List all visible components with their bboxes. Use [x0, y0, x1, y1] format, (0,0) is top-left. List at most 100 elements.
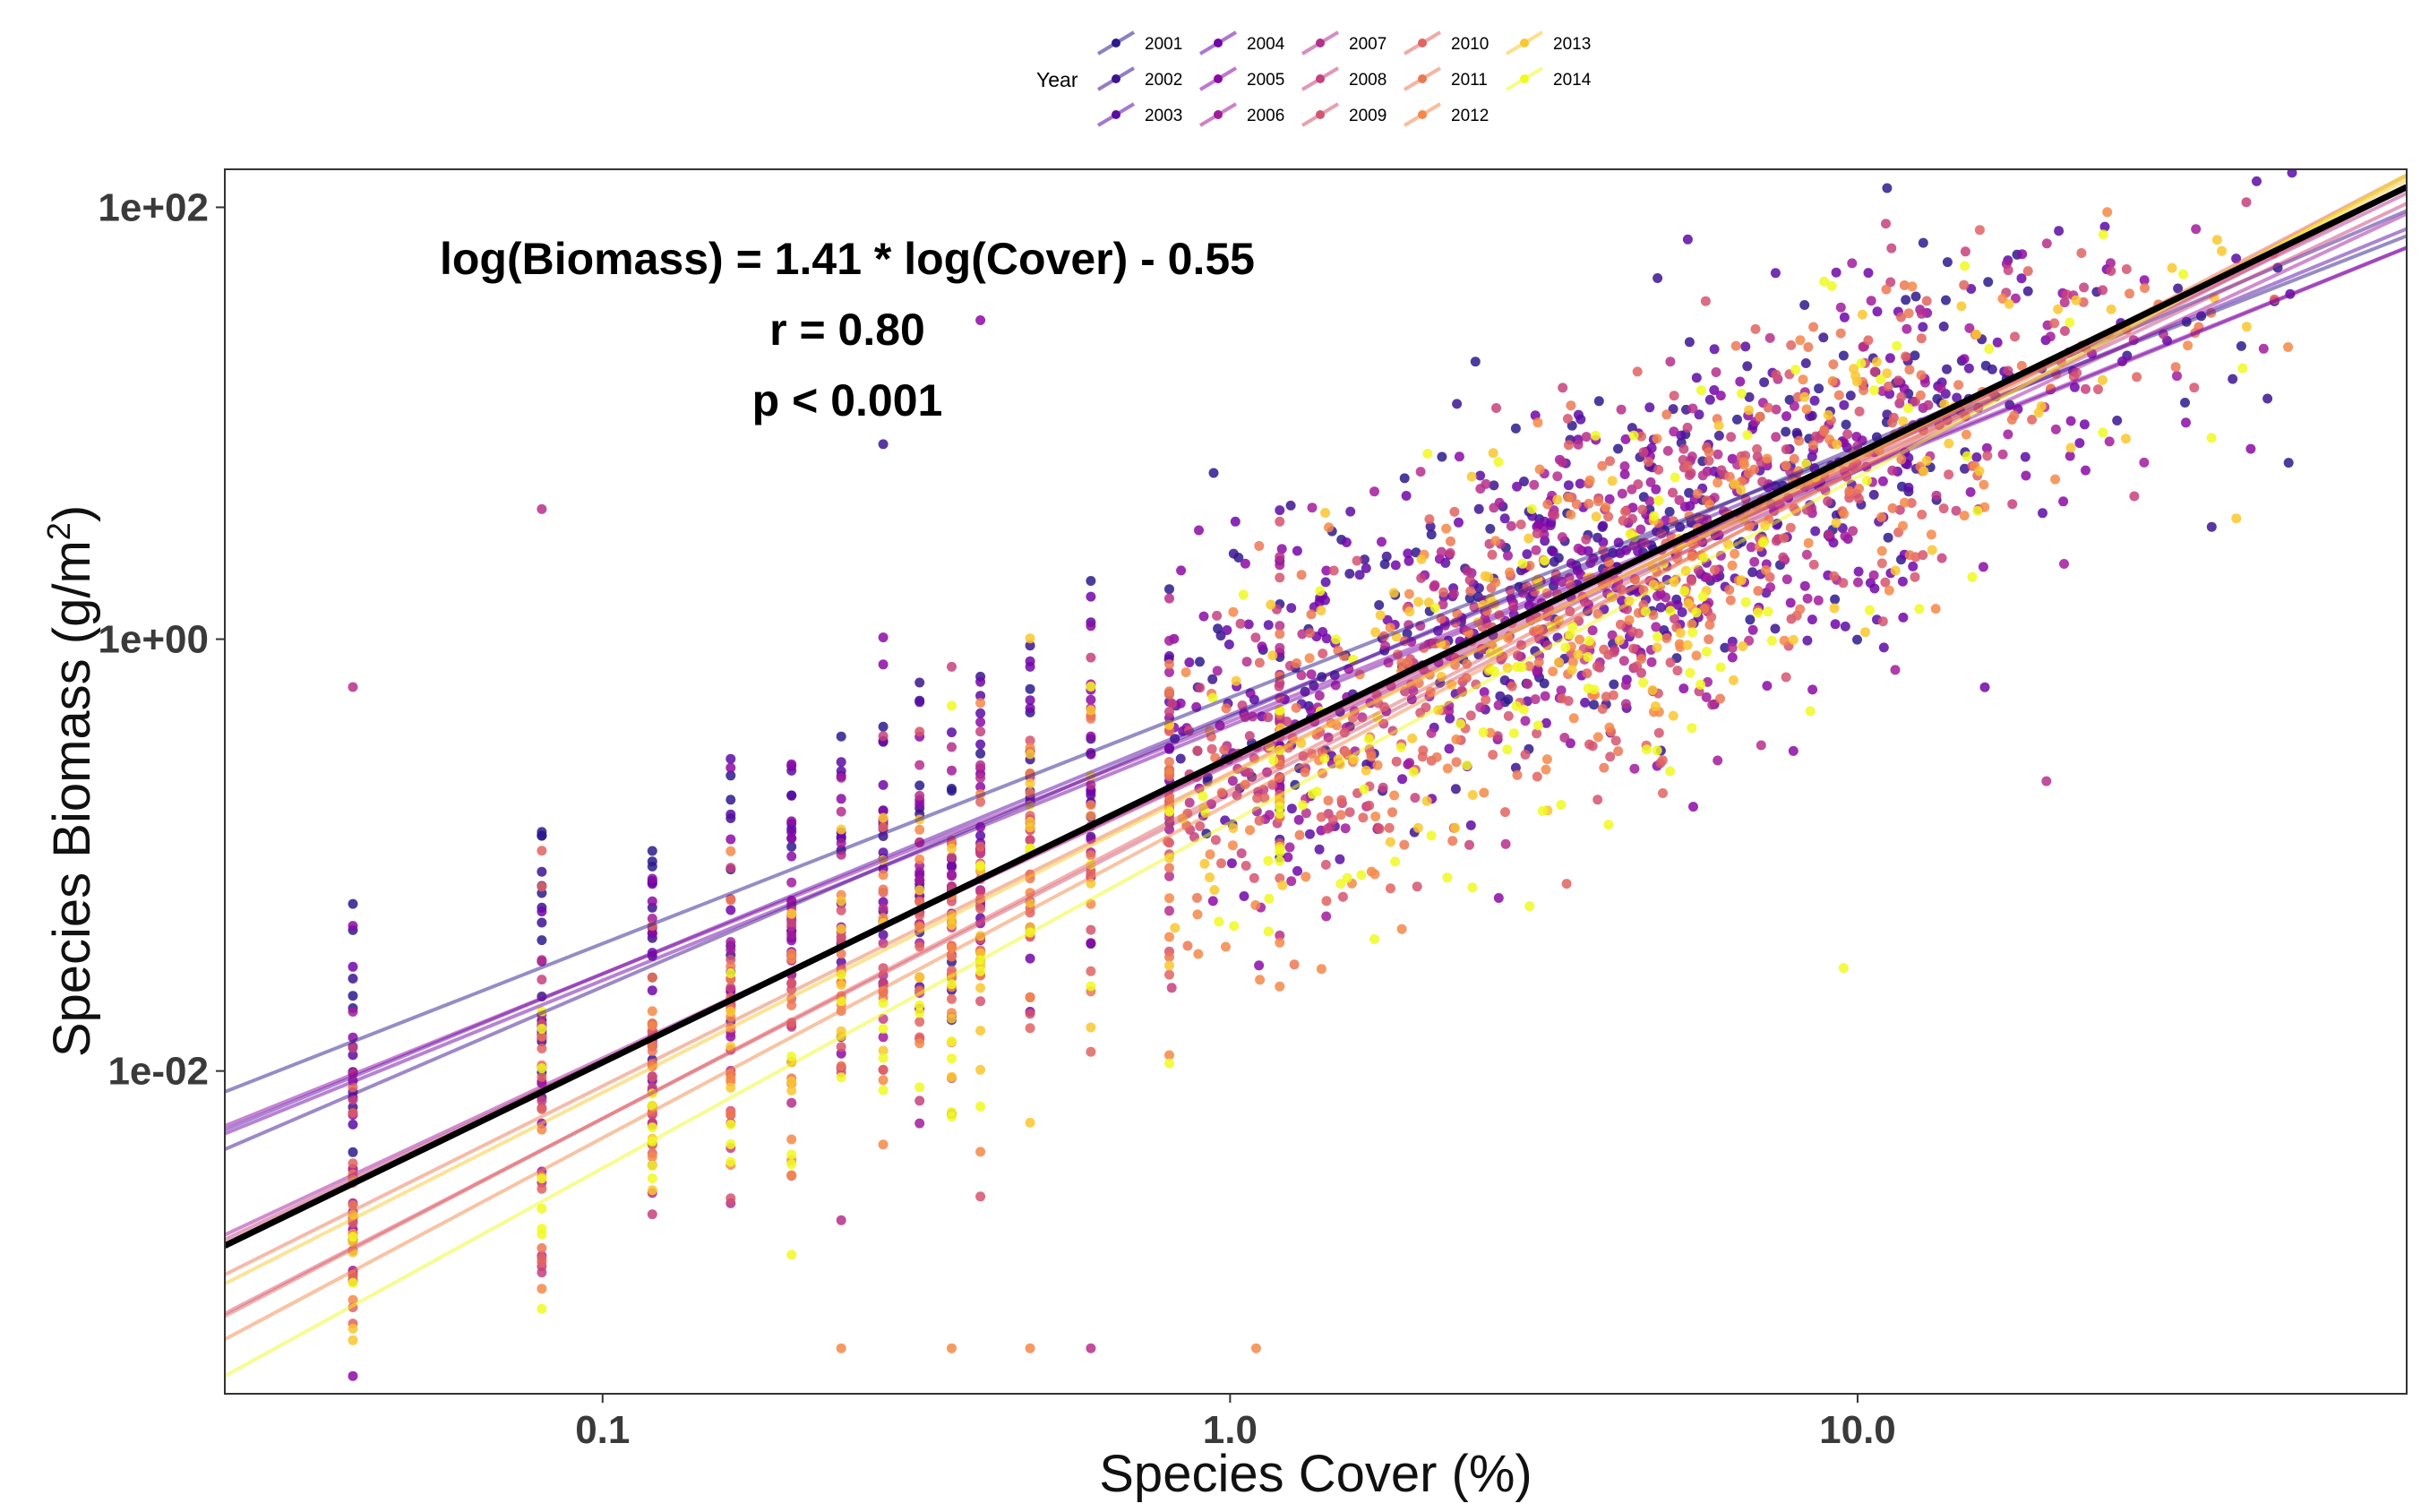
data-point-2005 — [1377, 537, 1386, 547]
data-point-2008 — [537, 1095, 547, 1106]
data-point-2010 — [1254, 657, 1265, 668]
legend-label: 2011 — [1451, 71, 1488, 90]
data-point-2003 — [1314, 844, 1325, 855]
data-point-2007 — [1707, 700, 1718, 710]
data-point-2009 — [1896, 391, 1907, 402]
data-point-2013 — [2217, 245, 2228, 256]
data-point-2006 — [2059, 559, 2069, 569]
data-point-2014 — [1315, 586, 1326, 597]
data-point-2010 — [2078, 296, 2089, 307]
data-point-2013 — [1466, 471, 1477, 482]
data-point-2005 — [1194, 525, 1204, 536]
data-point-2003 — [1275, 505, 1285, 516]
data-point-2003 — [975, 708, 986, 718]
data-point-2010 — [1321, 896, 1332, 906]
data-point-2013 — [1738, 641, 1748, 651]
data-point-2010 — [537, 846, 547, 856]
data-point-2004 — [1184, 657, 1195, 667]
data-point-2014 — [1297, 800, 1308, 811]
data-point-2009 — [1412, 881, 1422, 892]
data-point-2005 — [2065, 451, 2075, 461]
data-point-2006 — [836, 838, 846, 848]
data-point-2001 — [1830, 594, 1841, 605]
data-point-2009 — [1520, 750, 1531, 760]
data-point-2010 — [537, 1257, 547, 1267]
data-point-2014 — [2065, 317, 2075, 328]
data-point-2009 — [1653, 727, 1664, 738]
data-point-2013 — [1652, 642, 1662, 653]
data-point-2001 — [1593, 396, 1604, 407]
data-point-2005 — [1479, 687, 1490, 698]
data-point-2008 — [1951, 505, 1962, 516]
data-point-2004 — [1454, 517, 1464, 528]
data-point-2002 — [1770, 623, 1781, 634]
data-point-2006 — [725, 937, 736, 948]
data-point-2011 — [725, 961, 736, 972]
data-point-2009 — [836, 1042, 846, 1052]
data-point-2012 — [725, 1073, 736, 1084]
data-point-2007 — [1275, 642, 1285, 653]
data-point-2005 — [786, 833, 797, 844]
data-point-2006 — [914, 875, 925, 886]
legend-item-2011: 2011 — [1403, 66, 1488, 91]
data-point-2002 — [1495, 691, 1506, 701]
data-point-2012 — [975, 1147, 986, 1157]
data-point-2008 — [1282, 717, 1292, 726]
data-point-2009 — [1487, 549, 1498, 560]
data-point-2001 — [2283, 458, 2294, 468]
data-point-2010 — [2049, 318, 2060, 329]
data-point-2005 — [975, 782, 986, 792]
data-point-2008 — [1670, 614, 1679, 624]
data-point-2011 — [1844, 485, 1855, 496]
data-point-2014 — [1665, 606, 1676, 616]
data-point-2014 — [1356, 870, 1367, 881]
data-point-2012 — [1575, 634, 1584, 645]
data-point-2004 — [1575, 478, 1585, 489]
data-point-2013 — [2004, 298, 2014, 309]
data-point-2014 — [1467, 882, 1478, 893]
data-point-2008 — [1236, 848, 1247, 859]
fit-lines — [225, 173, 2407, 1379]
data-point-2006 — [1556, 685, 1567, 696]
data-point-2011 — [2006, 415, 2017, 425]
data-point-2013 — [1316, 606, 1326, 615]
data-point-2009 — [1610, 735, 1621, 746]
data-point-2013 — [1591, 511, 1601, 522]
data-point-2014 — [1805, 706, 1816, 717]
data-point-2007 — [914, 790, 925, 801]
data-point-2012 — [1385, 623, 1395, 633]
data-point-2011 — [1221, 703, 1232, 714]
data-point-2004 — [2016, 273, 2027, 284]
data-point-2004 — [1086, 786, 1096, 797]
data-point-2010 — [1582, 668, 1593, 679]
data-point-2007 — [1824, 529, 1833, 539]
data-point-2008 — [1410, 793, 1421, 803]
data-point-2010 — [1488, 750, 1498, 760]
data-point-2006 — [914, 1118, 925, 1129]
data-point-2008 — [1842, 429, 1853, 440]
data-point-2002 — [537, 917, 547, 928]
data-point-2004 — [1292, 865, 1302, 876]
data-point-2008 — [1464, 839, 1474, 850]
data-point-2012 — [1205, 849, 1215, 860]
data-point-2012 — [1884, 585, 1894, 596]
data-point-2011 — [1306, 609, 1317, 620]
legend-item-2001: 2001 — [1096, 30, 1182, 56]
data-point-2009 — [725, 1193, 736, 1204]
data-point-2009 — [1672, 666, 1683, 676]
data-point-2005 — [2181, 417, 2191, 428]
data-point-2001 — [1745, 614, 1756, 625]
data-point-2005 — [1762, 681, 1773, 692]
data-point-2014 — [786, 1159, 797, 1170]
data-point-2013 — [1799, 391, 1810, 402]
data-point-2008 — [1532, 528, 1542, 539]
data-point-2010 — [1599, 644, 1610, 655]
data-point-2003 — [1704, 394, 1715, 405]
data-point-2004 — [1292, 546, 1302, 556]
data-point-2011 — [1599, 762, 1610, 773]
data-point-2013 — [878, 1045, 889, 1056]
data-point-2013 — [1025, 778, 1035, 789]
legend-label: 2009 — [1349, 107, 1386, 125]
data-point-2013 — [1647, 685, 1658, 695]
data-point-2014 — [1275, 809, 1285, 819]
